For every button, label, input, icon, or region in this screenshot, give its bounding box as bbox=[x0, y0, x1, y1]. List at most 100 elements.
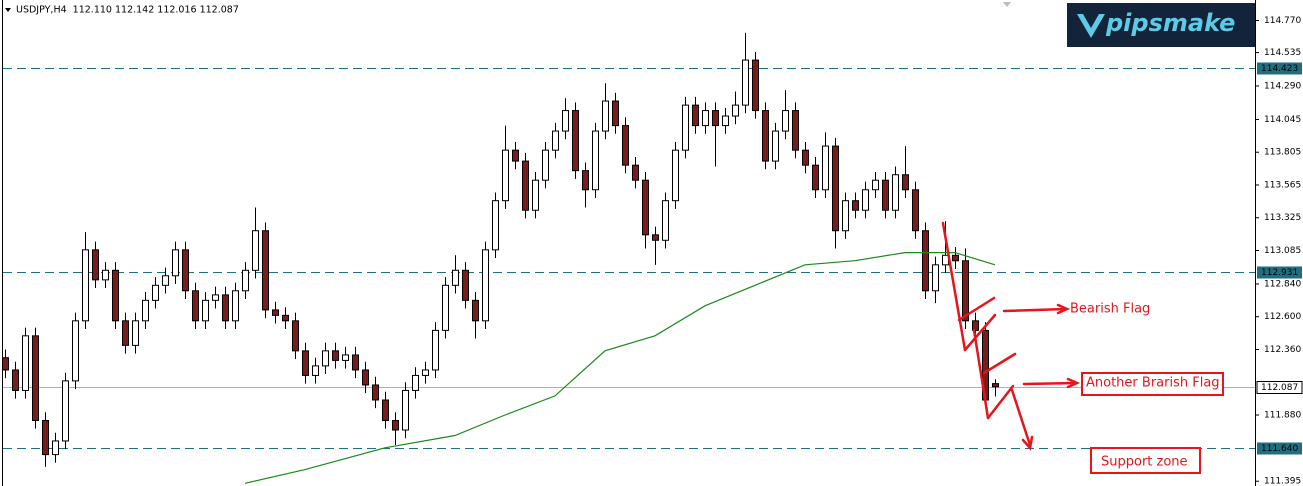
candle-body bbox=[602, 100, 609, 132]
candle-body bbox=[512, 149, 519, 162]
candle-body bbox=[482, 249, 489, 322]
annotation-box bbox=[1090, 447, 1201, 474]
candle-body bbox=[182, 249, 189, 292]
y-tick-label: 114.045 bbox=[1264, 115, 1301, 125]
candle-body bbox=[282, 314, 289, 322]
candle-body bbox=[712, 110, 719, 127]
arrow-line bbox=[1010, 388, 1032, 447]
candle-body bbox=[222, 294, 229, 322]
candle-body bbox=[532, 179, 539, 211]
candle-body bbox=[272, 309, 279, 316]
candle-body bbox=[642, 179, 649, 236]
candle-body bbox=[472, 299, 479, 322]
candle-body bbox=[212, 294, 219, 301]
candle-body bbox=[632, 164, 639, 181]
candle-body bbox=[22, 335, 29, 391]
y-tick-label: 113.085 bbox=[1264, 246, 1301, 256]
candle-body bbox=[382, 399, 389, 421]
logo-icon bbox=[1077, 14, 1105, 38]
candle-body bbox=[922, 230, 929, 292]
candle-body bbox=[582, 170, 589, 191]
candle-body bbox=[402, 389, 409, 431]
candle-body bbox=[452, 269, 459, 286]
candle-body bbox=[242, 269, 249, 292]
arrow-line bbox=[1002, 307, 1068, 313]
candle-body bbox=[112, 269, 119, 322]
candle-body bbox=[312, 365, 319, 376]
y-tick-label: 111.880 bbox=[1264, 411, 1301, 421]
annotation-box bbox=[1081, 372, 1224, 396]
candle-body bbox=[32, 335, 39, 421]
y-tick-label: 113.325 bbox=[1264, 213, 1301, 223]
y-tick-label: 112.600 bbox=[1264, 312, 1301, 322]
candle-body bbox=[682, 104, 689, 151]
candle-body bbox=[492, 200, 499, 251]
candle-body bbox=[362, 369, 369, 386]
candle-body bbox=[662, 200, 669, 241]
candle-body bbox=[792, 110, 799, 151]
candle-body bbox=[422, 369, 429, 376]
arrow-head bbox=[1056, 303, 1071, 315]
flag-edge bbox=[957, 296, 996, 322]
candle-body bbox=[882, 179, 889, 211]
candle-body bbox=[832, 145, 839, 232]
arrow-head bbox=[1066, 377, 1081, 389]
annotation: Bearish Flag bbox=[1070, 302, 1150, 317]
candle-body bbox=[932, 264, 939, 292]
candle-body bbox=[102, 269, 109, 281]
candle-body bbox=[552, 130, 559, 151]
candle-body bbox=[722, 115, 729, 127]
level-label: 112.931 bbox=[1261, 268, 1298, 278]
candle-body bbox=[412, 374, 419, 391]
flag-edge bbox=[963, 313, 997, 352]
level-label: 114.423 bbox=[1261, 64, 1298, 74]
flag-edge bbox=[986, 384, 1015, 420]
candle-body bbox=[772, 130, 779, 162]
candle-body bbox=[92, 249, 99, 281]
candle-body bbox=[692, 104, 699, 127]
arrow-line bbox=[1022, 381, 1078, 386]
moving-average bbox=[244, 252, 996, 484]
chart-header: USDJPY,H4 112.110 112.142 112.016 112.08… bbox=[16, 5, 239, 16]
candle-body bbox=[812, 164, 819, 191]
candle-body bbox=[372, 384, 379, 401]
y-tick-label: 114.535 bbox=[1264, 48, 1301, 58]
candle-body bbox=[622, 125, 629, 166]
y-tick-label: 113.805 bbox=[1264, 148, 1301, 158]
candle-body bbox=[862, 189, 869, 211]
candle-body bbox=[192, 290, 199, 322]
candle-body bbox=[302, 350, 309, 376]
candle-body bbox=[162, 275, 169, 286]
candle-body bbox=[352, 354, 359, 371]
candle-body bbox=[262, 230, 269, 311]
candle-body bbox=[252, 230, 259, 271]
candle-body bbox=[542, 149, 549, 181]
candle-body bbox=[892, 174, 899, 211]
price-label-box bbox=[1256, 381, 1303, 394]
candle-body bbox=[52, 440, 59, 456]
level-label-box bbox=[1257, 442, 1302, 455]
candle-body bbox=[872, 179, 879, 191]
y-tick-label: 112.360 bbox=[1264, 345, 1301, 355]
candle-body bbox=[72, 320, 79, 382]
candle-body bbox=[392, 419, 399, 431]
menu-triangle[interactable] bbox=[5, 8, 11, 12]
candle-body bbox=[962, 260, 969, 322]
candle-body bbox=[502, 149, 509, 202]
y-tick-label: 114.770 bbox=[1264, 16, 1301, 26]
candle-body bbox=[652, 234, 659, 241]
candle-body bbox=[592, 130, 599, 191]
flag-pole bbox=[941, 221, 967, 352]
candle-body bbox=[522, 160, 529, 211]
candle-body bbox=[562, 110, 569, 132]
candle-body bbox=[142, 299, 149, 322]
candle-body bbox=[912, 189, 919, 232]
candle-body bbox=[322, 350, 329, 367]
level-label: 111.640 bbox=[1261, 444, 1298, 454]
arrow-head bbox=[1021, 435, 1034, 451]
candle-body bbox=[82, 249, 89, 322]
y-tick-label: 112.840 bbox=[1264, 279, 1301, 289]
candle-body bbox=[782, 110, 789, 132]
